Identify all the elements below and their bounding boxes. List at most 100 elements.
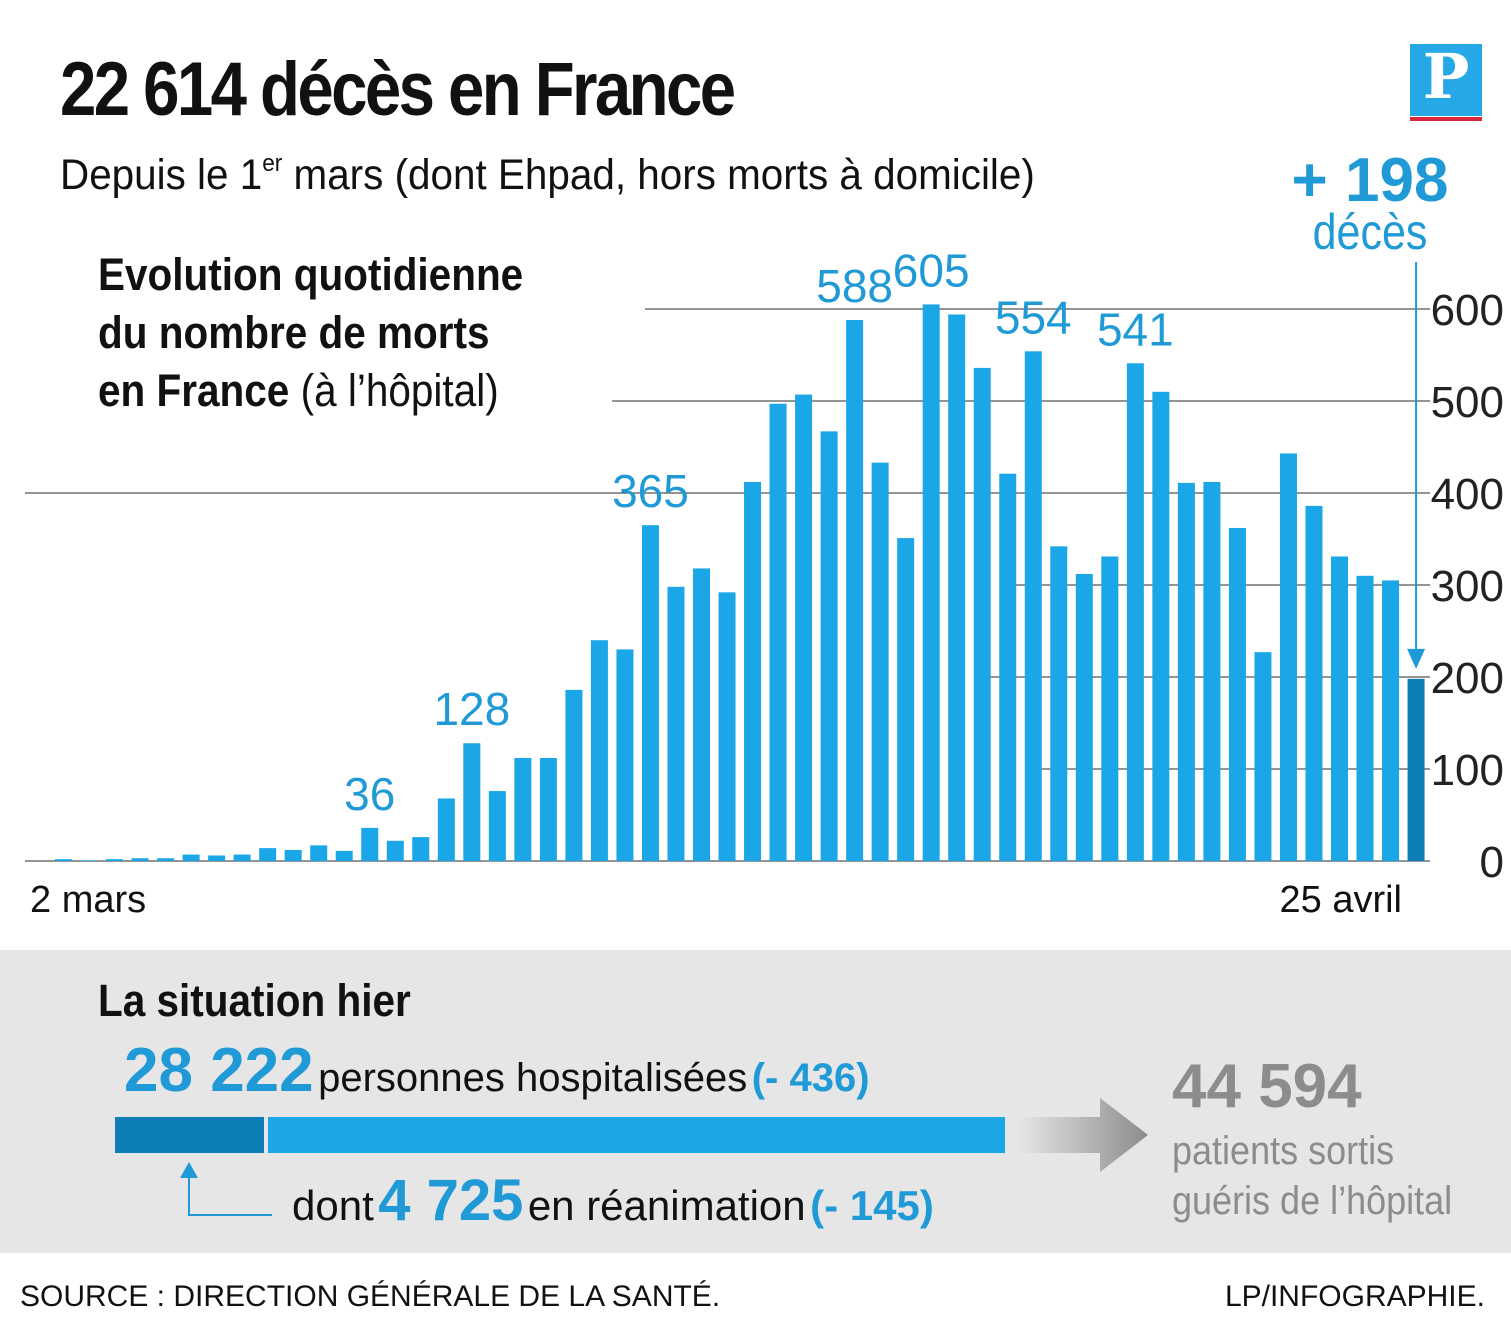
y-tick-label-0: 0	[1480, 838, 1504, 887]
subtitle-end: mars (dont Ehpad, hors morts à domicile)	[282, 151, 1035, 199]
chart-heading-line-2: du nombre de morts	[98, 307, 490, 358]
bar-3	[106, 859, 124, 861]
bar-42	[1101, 556, 1119, 861]
bar-50	[1305, 505, 1323, 861]
bar-17	[463, 743, 481, 861]
chart-heading-line-1: Evolution quotidienne	[98, 249, 524, 300]
bar-12	[335, 850, 353, 861]
reanimation-connector	[188, 1170, 272, 1216]
reanimation-bar	[115, 1117, 268, 1153]
y-axis: 0 100 200 300 400 500 600	[1431, 286, 1504, 887]
recovered-value: 44 594	[1172, 1052, 1362, 1121]
bar-20	[539, 757, 557, 861]
reanimation-value: 4 725	[378, 1168, 524, 1233]
bar-label-36: 36	[344, 768, 395, 820]
recovered-label: patients sortis guéris de l’hôpital	[1172, 1126, 1452, 1226]
bar-32	[846, 320, 864, 861]
subtitle: Depuis le 1er mars (dont Ehpad, hors mor…	[60, 152, 1035, 197]
bar-39	[1024, 351, 1042, 861]
bar-11	[310, 845, 328, 861]
bars	[55, 304, 1425, 861]
bar-45	[1177, 482, 1195, 861]
logo-underline	[1410, 117, 1482, 121]
x-axis-start-label: 2 mars	[30, 879, 146, 921]
bar-19	[514, 757, 532, 861]
bar-53	[1382, 580, 1400, 861]
bar-30	[795, 394, 813, 861]
bar-7	[208, 855, 226, 861]
situation-title: La situation hier	[98, 975, 411, 1026]
callout-arrow-head	[1407, 648, 1426, 669]
subtitle-start: Depuis le 1	[60, 151, 263, 199]
bar-38	[999, 473, 1017, 861]
bar-22	[590, 640, 608, 861]
y-tick-label-500: 500	[1431, 378, 1504, 427]
chart-heading-line-3: en France (à l’hôpital)	[98, 362, 523, 420]
le-parisien-logo: P	[1410, 44, 1482, 116]
hospitalized-change: (- 436)	[751, 1056, 870, 1100]
reanimation-change: (- 145)	[810, 1182, 934, 1229]
latest-day-value: + 198	[1291, 146, 1449, 215]
bar-label-588: 588	[816, 260, 893, 312]
bar-23	[616, 649, 634, 861]
bar-9	[259, 848, 277, 861]
bar-18	[488, 791, 506, 861]
bar-37	[973, 367, 991, 861]
callout-arrow	[1407, 262, 1426, 669]
logo-letter: P	[1422, 40, 1470, 113]
bar-48	[1254, 652, 1272, 861]
bar-label-605: 605	[893, 244, 970, 296]
bar-10	[284, 849, 302, 861]
bar-2	[80, 860, 98, 861]
chart-heading: Evolution quotidienne du nombre de morts…	[98, 246, 523, 420]
credit-note: LP/INFOGRAPHIE.	[1224, 1280, 1485, 1313]
bar-6	[182, 854, 200, 861]
bar-8	[233, 854, 251, 861]
subtitle-superscript: er	[262, 150, 283, 177]
bar-36	[948, 314, 966, 861]
chart-heading-bold-part: en France	[98, 365, 290, 416]
bar-51	[1331, 556, 1348, 861]
bar-1	[55, 859, 72, 861]
bar-21	[565, 689, 583, 861]
bar-28	[744, 481, 762, 861]
bar-29	[769, 403, 787, 861]
chart-heading-normal-part: (à l’hôpital)	[289, 365, 499, 416]
y-tick-label-400: 400	[1431, 470, 1504, 519]
recovered-label-line-1: patients sortis	[1172, 1129, 1395, 1173]
bar-26	[693, 568, 710, 861]
bar-14	[386, 840, 404, 861]
y-tick-label-100: 100	[1431, 746, 1504, 795]
bar-labels: 36 128 365 588 605 554 541	[344, 244, 1174, 819]
y-tick-label-200: 200	[1431, 654, 1504, 703]
bar-54	[1407, 678, 1425, 861]
bar-35	[922, 304, 940, 861]
bar-label-128: 128	[433, 683, 510, 735]
hospitalized-line: 28 222 personnes hospitalisées (- 436)	[124, 1040, 870, 1102]
bar-41	[1075, 573, 1093, 861]
bar-label-554: 554	[995, 291, 1072, 343]
bar-49	[1279, 453, 1297, 861]
bar-24	[641, 525, 659, 861]
daily-deaths-chart: 36 128 365 588 605 554 541 0 100 200 300 400 500 600…	[25, 244, 1504, 921]
y-tick-label-300: 300	[1431, 562, 1504, 611]
bar-34	[897, 538, 915, 861]
bar-label-541: 541	[1097, 303, 1174, 355]
page-title: 22 614 décès en France	[60, 47, 736, 132]
bar-5	[157, 858, 175, 861]
bar-33	[871, 462, 889, 861]
bar-25	[667, 586, 685, 861]
latest-day-unit: décès	[1312, 204, 1428, 260]
source-note: SOURCE : DIRECTION GÉNÉRALE DE LA SANTÉ.	[20, 1280, 721, 1313]
hospitalized-label: personnes hospitalisées	[318, 1056, 748, 1100]
bar-27	[718, 592, 736, 861]
reanimation-arrowhead	[180, 1162, 198, 1178]
bar-47	[1228, 527, 1246, 861]
bar-44	[1152, 391, 1170, 861]
y-tick-label-600: 600	[1431, 286, 1504, 335]
reanimation-line: dont 4 725 en réanimation (- 145)	[292, 1172, 934, 1230]
bar-4	[131, 858, 149, 861]
recovered-arrow-icon	[1018, 1098, 1148, 1172]
hospitalized-value: 28 222	[124, 1036, 314, 1105]
bar-43	[1126, 363, 1144, 861]
